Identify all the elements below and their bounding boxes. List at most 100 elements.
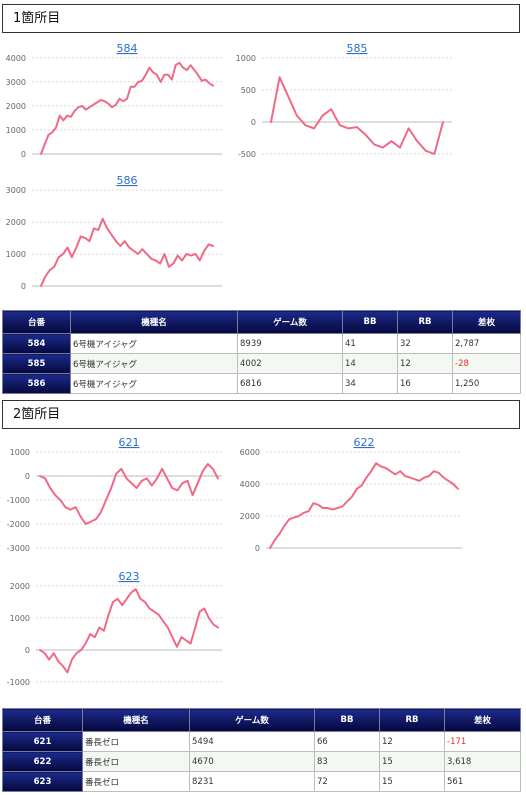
machine-table-2: 台番 機種名 ゲーム数 BB RB 差枚 621 番長ゼロ 5494 66 12…	[2, 708, 521, 792]
machine-number: 586	[2, 373, 71, 394]
diff-value: 2,787	[452, 333, 521, 354]
machine-number: 584	[2, 333, 71, 354]
machine-model: 6号機アイジャグ	[70, 373, 238, 394]
series-line	[270, 76, 444, 155]
chart-svg: 621 -3000 -2000 -1000 0 1000	[7, 436, 222, 553]
series-line	[40, 61, 214, 155]
series-line	[39, 588, 219, 674]
y-tick-label: 0	[21, 282, 26, 291]
table-row: 585 6号機アイジャグ 4002 14 12 -28	[2, 353, 521, 374]
y-tick-label: 0	[255, 544, 260, 553]
col-header-games: ゲーム数	[189, 708, 315, 732]
y-tick-label: -500	[238, 150, 256, 159]
col-header-rb: RB	[397, 310, 453, 334]
chart-title-link[interactable]: 622	[354, 436, 375, 449]
col-header-model: 機種名	[70, 310, 238, 334]
rb-count: 15	[379, 751, 445, 772]
col-header-diff: 差枚	[452, 310, 521, 334]
section-header-1: 1箇所目	[2, 4, 520, 33]
y-tick-label: 1000	[10, 614, 30, 623]
bb-count: 41	[342, 333, 398, 354]
y-tick-label: 500	[241, 86, 256, 95]
rb-count: 12	[397, 353, 453, 374]
y-tick-label: -1000	[7, 496, 30, 505]
bb-count: 83	[314, 751, 380, 772]
y-tick-label: 1000	[6, 250, 26, 259]
y-tick-label: 3000	[6, 186, 26, 195]
diff-value: 561	[444, 771, 521, 792]
chart-title-link[interactable]: 585	[347, 42, 368, 55]
col-header-num: 台番	[2, 708, 83, 732]
game-count: 6816	[237, 373, 343, 394]
chart-586: 586 0 1000 2000 3000	[0, 170, 240, 298]
chart-title-link[interactable]: 584	[117, 42, 138, 55]
chart-621: 621 -3000 -2000 -1000 0 1000	[0, 432, 240, 560]
y-tick-label: 2000	[6, 218, 26, 227]
y-tick-label: 1000	[6, 126, 26, 135]
col-header-model: 機種名	[82, 708, 190, 732]
y-tick-label: 0	[21, 150, 26, 159]
diff-value: 3,618	[444, 751, 521, 772]
bb-count: 34	[342, 373, 398, 394]
chart-svg: 623 -1000 0 1000 2000	[7, 570, 222, 687]
machine-model: 6号機アイジャグ	[70, 353, 238, 374]
table-row: 623 番長ゼロ 8231 72 15 561	[2, 771, 521, 792]
y-tick-label: 1000	[10, 448, 30, 457]
game-count: 8231	[189, 771, 315, 792]
y-tick-label: 2000	[10, 582, 30, 591]
chart-title-link[interactable]: 621	[119, 436, 140, 449]
y-tick-label: 4000	[240, 480, 260, 489]
series-line	[269, 462, 459, 549]
y-tick-label: 2000	[240, 512, 260, 521]
game-count: 8939	[237, 333, 343, 354]
machine-table-1: 台番 機種名 ゲーム数 BB RB 差枚 584 6号機アイジャグ 8939 4…	[2, 310, 521, 394]
bb-count: 66	[314, 731, 380, 752]
table-row: 584 6号機アイジャグ 8939 41 32 2,787	[2, 333, 521, 354]
chart-title-link[interactable]: 586	[117, 174, 138, 187]
y-tick-label: 0	[25, 472, 30, 481]
bb-count: 14	[342, 353, 398, 374]
machine-model: 番長ゼロ	[82, 771, 190, 792]
section-header-2: 2箇所目	[2, 400, 520, 429]
game-count: 4002	[237, 353, 343, 374]
rb-count: 15	[379, 771, 445, 792]
rb-count: 16	[397, 373, 453, 394]
chart-title-link[interactable]: 623	[119, 570, 140, 583]
table-row: 621 番長ゼロ 5494 66 12 -171	[2, 731, 521, 752]
bb-count: 72	[314, 771, 380, 792]
machine-number: 621	[2, 731, 83, 752]
machine-model: 番長ゼロ	[82, 751, 190, 772]
section-title: 2箇所目	[13, 407, 61, 422]
y-tick-label: 1000	[236, 54, 256, 63]
y-tick-label: -1000	[7, 678, 30, 687]
series-line	[40, 217, 214, 287]
chart-svg: 586 0 1000 2000 3000	[6, 174, 222, 291]
chart-svg: 622 0 2000 4000 6000	[240, 436, 462, 553]
diff-value: -28	[452, 353, 521, 374]
machine-model: 番長ゼロ	[82, 731, 190, 752]
col-header-num: 台番	[2, 310, 71, 334]
machine-number: 585	[2, 353, 71, 374]
machine-number: 623	[2, 771, 83, 792]
chart-svg: 585 -500 0 500 1000	[236, 42, 452, 159]
y-tick-label: 3000	[6, 78, 26, 87]
y-tick-label: 6000	[240, 448, 260, 457]
table-header-row: 台番 機種名 ゲーム数 BB RB 差枚	[2, 708, 521, 732]
diff-value: 1,250	[452, 373, 521, 394]
table-row: 586 6号機アイジャグ 6816 34 16 1,250	[2, 373, 521, 394]
y-tick-label: -3000	[7, 544, 30, 553]
rb-count: 32	[397, 333, 453, 354]
col-header-bb: BB	[314, 708, 380, 732]
y-tick-label: -2000	[7, 520, 30, 529]
table-row: 622 番長ゼロ 4670 83 15 3,618	[2, 751, 521, 772]
y-tick-label: 0	[25, 646, 30, 655]
game-count: 4670	[189, 751, 315, 772]
game-count: 5494	[189, 731, 315, 752]
series-line	[39, 463, 219, 525]
col-header-games: ゲーム数	[237, 310, 343, 334]
diff-value: -171	[444, 731, 521, 752]
chart-svg: 584 0 1000 2000 3000 4000	[6, 42, 222, 159]
y-tick-label: 0	[251, 118, 256, 127]
col-header-diff: 差枚	[444, 708, 521, 732]
y-tick-label: 4000	[6, 54, 26, 63]
